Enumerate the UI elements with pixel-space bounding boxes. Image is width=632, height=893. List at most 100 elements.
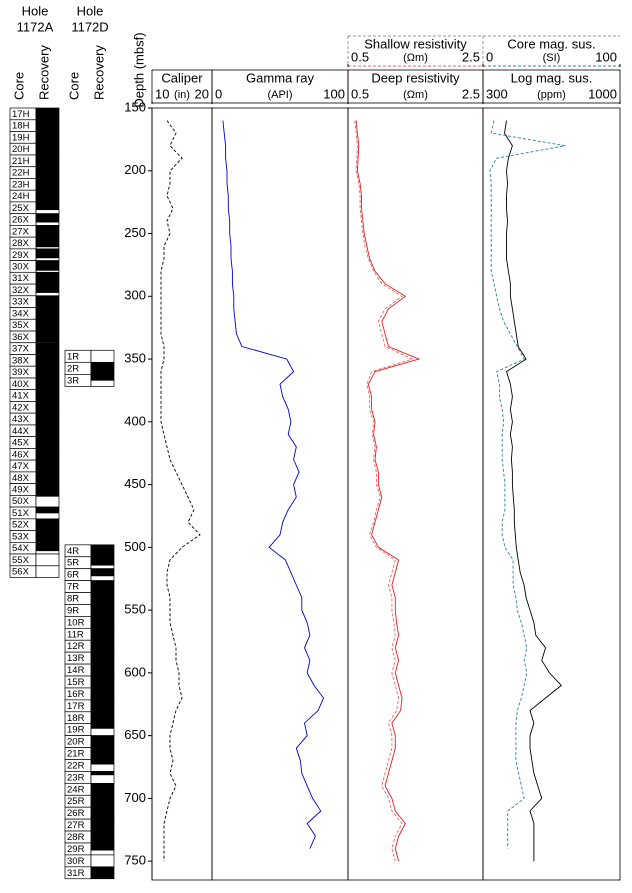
recovery [91,795,114,808]
core-label: 30R [67,856,85,867]
core-label: 46X [12,449,30,460]
core-label: 21H [12,156,30,167]
recovery [36,248,59,259]
core-label: 34X [12,308,30,319]
recovery [36,354,59,367]
recovery [36,401,59,414]
x-tick-label: 10 [155,86,169,101]
recovery [91,568,114,577]
core-label: 1R [67,351,79,362]
recovery [36,190,59,202]
core-label: 6R [67,570,79,581]
recovery-box [90,854,115,868]
recovery [91,664,114,677]
hole-name: 1172D [71,19,108,34]
depth-tick-label: 150 [124,99,146,114]
core-label: 51X [12,508,30,519]
core-label: 56X [12,567,30,578]
core-label: 14R [67,665,85,676]
track-title: Log mag. sus. [511,70,593,85]
core-label: 11R [67,629,84,640]
core-label: 48X [12,473,30,484]
x-tick-label: 300 [486,86,508,101]
recovery [36,131,59,144]
core-label: 18R [67,713,85,724]
core-label: 20R [67,737,85,748]
core-label: 17R [67,701,85,712]
core-label: 23R [67,772,85,783]
hole-name: 1172A [17,19,54,34]
recovery [91,735,114,748]
core-label: 19H [12,132,30,143]
core-label: 50X [12,496,30,507]
depth-tick-label: 450 [124,476,146,491]
x-tick-label: 100 [323,86,345,101]
axis-title: Core mag. sus. [507,36,595,51]
core-label: 27X [12,226,30,237]
core-label: 22H [12,168,30,179]
x-tick-label: 2.5 [462,49,480,64]
depth-tick-label: 400 [124,413,146,428]
core-label: 41X [12,391,30,402]
recovery [91,866,114,879]
depth-tick-label: 750 [124,853,146,868]
recovery [91,842,114,851]
recovery [36,342,59,355]
x-tick-label: 0.5 [351,86,369,101]
core-label: 17H [12,109,30,120]
recovery [36,378,59,390]
core-label: 15R [67,677,85,688]
recovery [91,759,114,765]
core-label: 35X [12,320,30,331]
recovery [36,507,59,514]
core-label: 39X [12,367,30,378]
core-label: 21R [67,749,85,760]
x-tick-label: 0.5 [351,49,369,64]
core-label: 52X [12,520,30,531]
depth-tick-label: 200 [124,162,146,177]
recovery [91,604,114,617]
core-label: 28R [67,832,85,843]
track-frame [151,107,213,881]
track-frame [347,107,484,881]
recovery [91,580,114,593]
recovery [91,711,114,724]
hole-title: Hole [77,3,104,18]
core-label: 26R [67,808,85,819]
recovery [36,518,59,531]
depth-tick-label: 500 [124,539,146,554]
core-label: 55X [12,555,30,566]
log-curve [222,120,325,849]
x-tick-label: 0 [215,86,222,101]
log-curve [355,120,421,862]
recovery [91,640,114,653]
x-tick-label: 2.5 [462,86,480,101]
recovery [36,307,59,320]
core-label: 36X [12,332,30,343]
recovery [36,495,59,497]
recovery [91,699,114,712]
core-label: 16R [67,689,85,700]
core-label: 49X [12,484,30,495]
depth-tick-label: 650 [124,727,146,742]
recovery [36,483,59,496]
log-curve [489,120,566,849]
track-title: Caliper [161,70,203,85]
column-header: Recovery [36,45,51,100]
core-label: 29R [67,844,85,855]
core-label: 24H [12,191,30,202]
core-label: 37X [12,344,30,355]
core-label: 22R [67,760,85,771]
recovery [36,154,59,167]
core-label: 20H [12,144,30,155]
core-label: 40X [12,379,30,390]
recovery [36,436,59,449]
core-label: 7R [67,582,79,593]
recovery [36,284,59,293]
depth-tick-label: 350 [124,350,146,365]
recovery [36,413,59,425]
recovery-box [35,565,60,578]
axis-unit: (API) [267,89,292,101]
core-label: 29X [12,250,30,261]
core-label: 2R [67,363,79,374]
